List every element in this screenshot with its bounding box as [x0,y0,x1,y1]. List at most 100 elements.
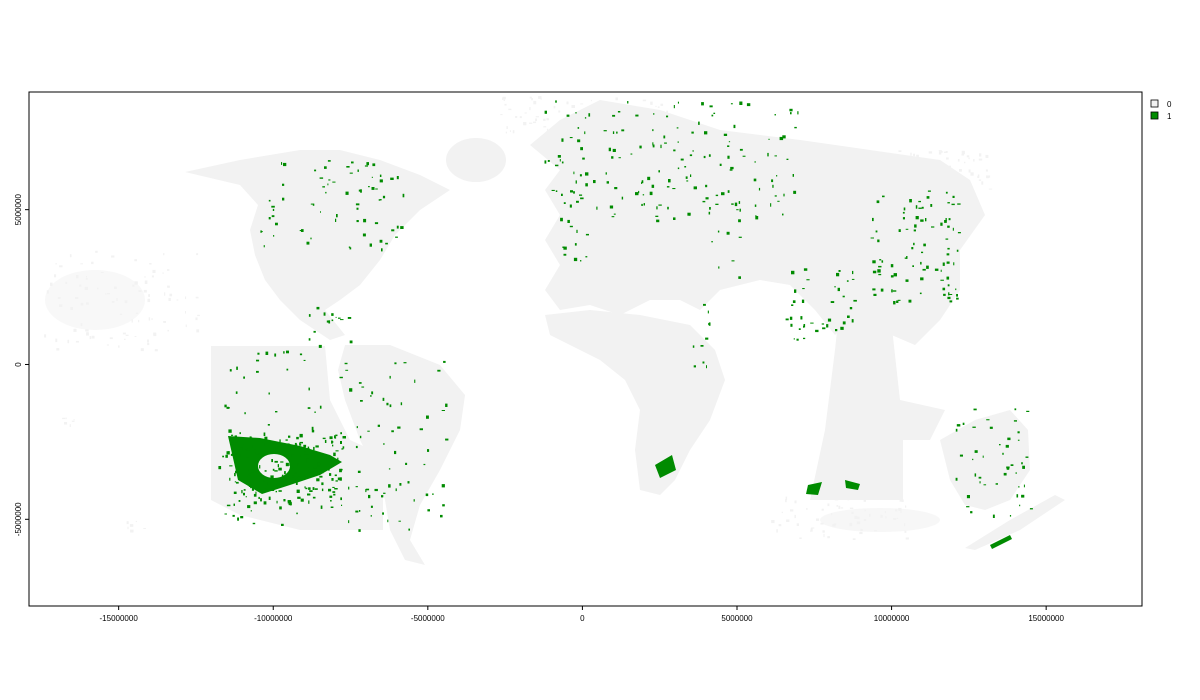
scatter-0-pixel-184 [591,117,593,120]
scatter-1-pixel-195 [708,154,711,157]
scatter-1-pixel-576 [271,459,273,463]
scatter-0-pixel-262 [831,512,833,516]
scatter-0-pixel-104 [938,151,942,155]
scatter-1-pixel-484 [228,407,230,409]
scatter-0-pixel-230 [895,509,898,512]
scatter-1-pixel-564 [264,436,268,441]
scatter-0-pixel-156 [523,122,527,126]
scatter-0-pixel-37 [122,332,126,335]
scatter-1-pixel-187 [616,131,618,134]
scatter-1-pixel-584 [303,449,307,452]
scatter-1-pixel-49 [374,222,379,225]
scatter-1-pixel-404 [927,190,931,192]
scatter-0-pixel-8 [65,281,68,285]
scatter-1-pixel-45 [396,176,399,180]
scatter-1-pixel-496 [225,454,228,458]
scatter-0-pixel-272 [794,500,797,504]
scatter-1-pixel-729 [970,511,973,514]
scatter-1-pixel-718 [259,465,261,469]
scatter-1-pixel-563 [246,457,250,461]
scatter-1-pixel-153 [692,150,694,152]
scatter-0-pixel-1 [148,317,151,321]
scatter-1-pixel-59 [378,199,381,201]
scatter-1-pixel-697 [304,486,306,489]
scatter-0-pixel-240 [778,524,782,527]
scatter-0-pixel-123 [920,168,924,172]
scatter-1-pixel-539 [260,498,262,502]
scatter-1-pixel-674 [235,441,238,443]
scatter-1-pixel-80 [340,319,344,321]
scatter-0-pixel-21 [185,311,186,314]
scatter-1-pixel-472 [359,510,361,512]
scatter-0-pixel-146 [934,189,938,193]
scatter-1-pixel-473 [388,468,391,470]
scatter-1-pixel-87 [641,203,643,206]
scatter-1-pixel-283 [851,319,854,323]
scatter-1-pixel-466 [365,489,367,493]
scatter-1-pixel-526 [311,426,314,431]
scatter-1-pixel-241 [577,127,580,129]
scatter-1-pixel-531 [281,523,284,526]
scatter-1-pixel-444 [358,382,362,384]
scatter-0-pixel-187 [615,97,618,101]
scatter-1-pixel-408 [923,243,926,247]
scatter-1-pixel-695 [294,442,297,445]
scatter-1-pixel-538 [256,359,260,362]
scatter-1-pixel-403 [946,261,950,264]
scatter-0-pixel-199 [529,107,531,111]
scatter-1-pixel-331 [882,195,885,198]
scatter-1-pixel-159 [544,110,547,114]
scatter-0-pixel-246 [863,519,867,521]
scatter-1-pixel-129 [730,166,734,170]
scatter-1-pixel-338 [953,262,955,266]
scatter-1-pixel-301 [837,287,840,292]
scatter-1-pixel-641 [250,469,254,473]
scatter-1-pixel-366 [946,253,950,256]
scatter-1-pixel-599 [299,433,303,438]
scatter-1-pixel-566 [279,439,281,443]
scatter-1-pixel-438 [423,463,426,466]
scatter-1-pixel-126 [547,160,550,162]
scatter-1-pixel-267 [711,241,713,243]
scatter-1-pixel-48 [319,177,324,179]
scatter-0-pixel-150 [977,176,980,178]
scatter-1-pixel-82 [331,319,334,322]
scatter-1-pixel-614 [308,469,312,473]
scatter-0-pixel-125 [945,151,948,153]
scatter-0-pixel-101 [981,181,984,185]
scatter-1-pixel-365 [872,270,877,274]
scatter-1-pixel-749 [1010,464,1014,466]
scatter-1-pixel-746 [955,428,958,432]
scatter-0-pixel-118 [961,154,964,156]
scatter-0-pixel-73 [167,329,169,332]
scatter-1-pixel-384 [890,264,894,268]
scatter-1-pixel-2 [282,183,285,186]
scatter-1-pixel-160 [689,154,693,157]
scatter-1-pixel-46 [364,165,368,167]
scatter-0-pixel-186 [509,130,511,132]
scatter-1-pixel-758 [1015,472,1017,474]
scatter-0-pixel-76 [124,300,128,304]
scatter-1-pixel-113 [783,193,785,197]
scatter-1-pixel-675 [236,481,239,484]
scatter-0-pixel-136 [977,174,980,178]
scatter-1-pixel-305 [794,289,797,293]
scatter-0-pixel-274 [854,515,858,519]
scatter-1-pixel-630 [245,496,247,498]
scatter-1-pixel-656 [320,469,322,473]
scatter-1-pixel-619 [243,492,245,496]
scatter-1-pixel-111 [755,216,759,220]
scatter-0-pixel-149 [985,154,989,158]
scatter-0-pixel-228 [849,507,854,509]
scatter-1-pixel-591 [331,440,333,444]
scatter-1-pixel-629 [315,445,319,448]
scatter-1-pixel-298 [821,323,825,325]
scatter-1-pixel-623 [268,441,273,445]
scatter-0-pixel-231 [856,521,861,525]
scatter-1-pixel-157 [693,186,697,190]
scatter-1-pixel-205 [573,171,575,175]
scatter-1-pixel-14 [379,174,382,177]
scatter-1-pixel-395 [915,205,918,209]
scatter-0-pixel-12 [134,259,137,262]
scatter-1-pixel-349 [873,293,877,296]
